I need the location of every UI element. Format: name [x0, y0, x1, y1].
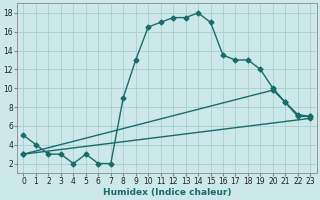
X-axis label: Humidex (Indice chaleur): Humidex (Indice chaleur) [103, 188, 231, 197]
